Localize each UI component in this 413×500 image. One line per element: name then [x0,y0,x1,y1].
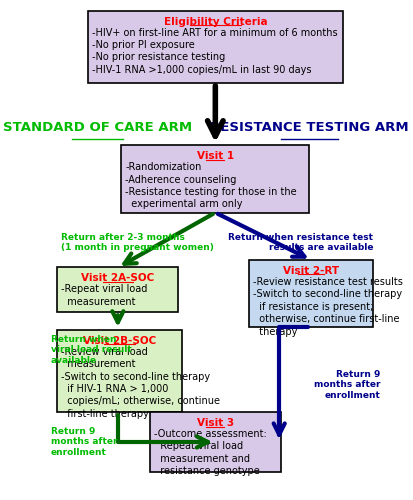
Text: -Outcome assessment:
  Repeat viral load
  measurement and
  resistance genotype: -Outcome assessment: Repeat viral load m… [154,429,266,476]
FancyBboxPatch shape [121,146,309,212]
Text: STANDARD OF CARE ARM: STANDARD OF CARE ARM [3,122,192,134]
FancyBboxPatch shape [57,330,182,412]
Text: Visit 2A-SOC: Visit 2A-SOC [81,274,154,283]
Text: RESISTANCE TESTING ARM: RESISTANCE TESTING ARM [210,122,409,134]
Text: -Repeat viral load
  measurement: -Repeat viral load measurement [62,284,148,307]
Text: Visit 2-RT: Visit 2-RT [283,266,339,276]
Text: -Review resistance test results
-Switch to second-line therapy
  if resistance i: -Review resistance test results -Switch … [253,277,403,336]
Text: Return 9
months after
enrollment: Return 9 months after enrollment [313,370,380,400]
Text: Visit 3: Visit 3 [197,418,234,428]
FancyBboxPatch shape [150,412,281,472]
Text: Return after 2-3 months
(1 month in pregnant women): Return after 2-3 months (1 month in preg… [61,233,214,252]
Text: -Randomization
-Adherence counseling
-Resistance testing for those in the
  expe: -Randomization -Adherence counseling -Re… [125,162,297,210]
Text: Return when
viral load result
available: Return when viral load result available [51,335,131,364]
FancyBboxPatch shape [249,260,373,328]
Text: Visit 1: Visit 1 [197,152,234,162]
Text: -HIV+ on first-line ART for a minimum of 6 months
-No prior PI exposure
-No prio: -HIV+ on first-line ART for a minimum of… [92,28,337,75]
Text: Eligibility Criteria: Eligibility Criteria [164,16,267,26]
FancyBboxPatch shape [57,268,178,312]
Text: -Review viral load
  measurement
-Switch to second-line therapy
  if HIV-1 RNA >: -Review viral load measurement -Switch t… [62,346,221,418]
Text: Visit 2B-SOC: Visit 2B-SOC [83,336,156,346]
FancyBboxPatch shape [88,10,343,83]
Text: Return when resistance test
results are available: Return when resistance test results are … [228,233,373,252]
Text: Return 9
months after
enrollment: Return 9 months after enrollment [51,427,117,457]
